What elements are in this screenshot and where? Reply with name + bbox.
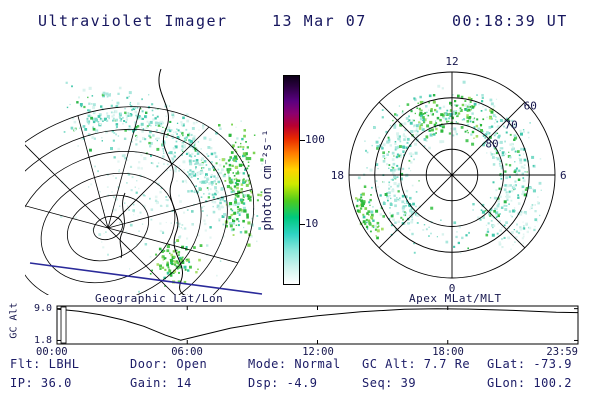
status-flt: Flt: LBHL bbox=[10, 357, 80, 371]
strip-xtick-1800: 18:00 bbox=[432, 346, 464, 358]
strip-xtick-2359: 23:59 bbox=[546, 346, 578, 358]
status-seq: Seq: 39 bbox=[362, 376, 417, 390]
colorbar-tick-mark bbox=[300, 223, 305, 225]
geo-aurora-image bbox=[60, 81, 264, 293]
geographic-map-panel bbox=[25, 64, 273, 295]
mlat-label-70: 70 bbox=[504, 119, 517, 132]
colorbar-tick-label: 100 bbox=[305, 133, 325, 147]
colorbar bbox=[283, 75, 300, 285]
mlat-label-80: 80 bbox=[485, 138, 498, 151]
colorbar-unit-label: photon cm⁻²s⁻¹ bbox=[260, 129, 274, 231]
status-mode: Mode: Normal bbox=[248, 357, 341, 371]
colorbar-tick-mark bbox=[300, 139, 305, 141]
strip-axes-box bbox=[56, 305, 579, 345]
polar-plot-panel: 12 0 18 6 60 70 80 bbox=[331, 55, 567, 295]
status-glon: GLon: 100.2 bbox=[487, 376, 572, 390]
colorbar-tick-label: 10 bbox=[305, 217, 319, 231]
header-date: 13 Mar 07 bbox=[272, 12, 367, 30]
status-glat: GLat: -73.9 bbox=[487, 357, 572, 371]
current-time-marker bbox=[60, 306, 67, 344]
terminator-line bbox=[29, 262, 263, 295]
status-dsp: Dsp: -4.9 bbox=[248, 376, 318, 390]
header-time: 00:18:39 UT bbox=[452, 12, 568, 30]
mlt-label-6: 6 bbox=[560, 169, 567, 182]
right-panel-caption: Apex MLat/MLT bbox=[409, 292, 502, 305]
altitude-strip-chart bbox=[56, 305, 579, 345]
mlt-label-12: 12 bbox=[445, 55, 458, 68]
mlat-label-60: 60 bbox=[524, 99, 537, 112]
app-title: Ultraviolet Imager bbox=[38, 12, 228, 30]
strip-ytick-max: 9.0 bbox=[33, 303, 52, 314]
strip-ylabel: GC Alt bbox=[8, 302, 20, 339]
polar-aurora-image bbox=[355, 80, 542, 254]
mlt-label-18: 18 bbox=[331, 169, 344, 182]
strip-xtick-0600: 06:00 bbox=[171, 346, 203, 358]
coastline bbox=[119, 192, 126, 259]
status-gain: Gain: 14 bbox=[130, 376, 192, 390]
mlt-label-0: 0 bbox=[449, 282, 456, 295]
coastline bbox=[158, 68, 188, 295]
status-ip: IP: 36.0 bbox=[10, 376, 72, 390]
gc-alt-curve bbox=[56, 308, 578, 341]
strip-ytick-min: 1.8 bbox=[33, 335, 52, 346]
left-panel-caption: Geographic Lat/Lon bbox=[95, 292, 224, 305]
strip-xtick-1200: 12:00 bbox=[302, 346, 334, 358]
strip-xtick-0000: 00:00 bbox=[36, 346, 68, 358]
status-door: Door: Open bbox=[130, 357, 208, 371]
polar-grid bbox=[348, 71, 556, 279]
status-gc-alt: GC Alt: 7.7 Re bbox=[362, 357, 471, 371]
